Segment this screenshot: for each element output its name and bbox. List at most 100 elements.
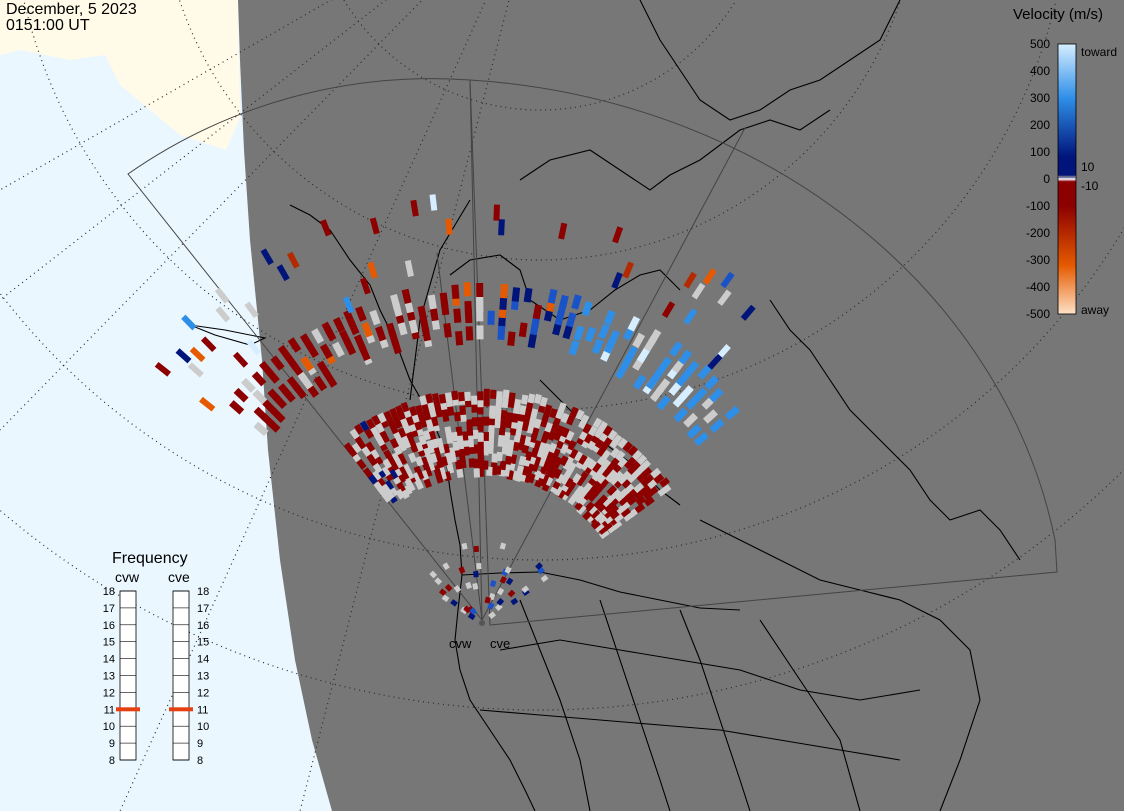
echo-cell [320, 219, 332, 237]
echo-cell [430, 416, 439, 427]
echo-cell [707, 353, 723, 370]
echo-cell [244, 301, 259, 319]
echo-cell [566, 439, 577, 451]
echo-cell [634, 503, 646, 514]
coastline [769, 299, 1021, 561]
echo-cell [627, 315, 641, 332]
echo-cell [597, 494, 608, 506]
echo-cell [482, 431, 489, 442]
echo-cell [571, 473, 582, 484]
echo-cell [584, 501, 595, 513]
echo-cell [540, 473, 550, 485]
echo-cell [635, 495, 647, 506]
echo-cell [332, 316, 346, 333]
echo-cell [369, 217, 380, 235]
longitude-line [0, 0, 387, 301]
echo-cell [286, 251, 300, 269]
echo-cell [476, 562, 482, 570]
echo-cell [567, 461, 577, 473]
echo-cell [324, 372, 338, 388]
echo-cell [562, 323, 574, 340]
echo-cell [455, 426, 463, 437]
echo-cell [425, 393, 434, 404]
cve-fov-outline [469, 79, 1058, 626]
echo-cell [459, 405, 467, 416]
echo-cell [653, 473, 665, 484]
echo-cell [390, 294, 401, 310]
echo-cell [560, 427, 570, 438]
echo-cell [353, 334, 366, 350]
frequency-tick-label: 13 [197, 671, 209, 683]
echo-cell [609, 457, 620, 469]
echo-cell [511, 413, 519, 423]
echo-cell [233, 387, 249, 403]
velocity-tick-label: -200 [1026, 226, 1050, 240]
echo-cell [526, 423, 535, 434]
echo-cell [447, 406, 455, 416]
echo-cell [476, 325, 484, 340]
echo-cell [596, 513, 608, 525]
echo-cell [471, 403, 478, 413]
echo-cell [593, 522, 605, 533]
echo-cell [473, 570, 479, 578]
echo-cell [400, 401, 410, 413]
echo-cell [311, 328, 325, 344]
echo-cell [612, 470, 624, 482]
radar-site-label-cve: cve [490, 636, 510, 651]
echo-cell [622, 261, 635, 279]
echo-cell [384, 479, 395, 491]
echo-cell [287, 337, 302, 353]
echo-cell [458, 391, 465, 402]
echo-cell [351, 442, 362, 454]
echo-cell [510, 597, 519, 606]
echo-cell [477, 417, 484, 427]
echo-cell [643, 496, 655, 507]
echo-cell [466, 426, 474, 436]
echo-cell [439, 292, 449, 308]
echo-cell [369, 448, 380, 460]
frequency-tick-label: 16 [103, 620, 115, 632]
echo-cell [419, 395, 428, 406]
echo-cell [321, 321, 335, 338]
echo-cell [640, 459, 652, 471]
echo-cell [612, 226, 624, 244]
echo-cell [395, 405, 404, 416]
echo-cell [540, 574, 549, 583]
time-label: 0151:00 UT [6, 17, 90, 34]
echo-cell [458, 566, 466, 574]
echo-cell [720, 271, 735, 289]
echo-cell [483, 397, 490, 407]
echo-cell [405, 415, 415, 427]
echo-cell [520, 394, 529, 405]
echo-cell [487, 602, 495, 610]
echo-cell [560, 412, 570, 424]
echo-cell [175, 348, 192, 364]
echo-cell [539, 464, 549, 475]
frequency-tick-label: 17 [103, 603, 115, 615]
echo-cell [483, 388, 490, 398]
echo-cell [507, 331, 516, 347]
echo-cell [673, 407, 689, 423]
longitude-line [119, 0, 487, 811]
echo-cell [582, 456, 593, 468]
echo-cell [559, 455, 569, 467]
echo-cell [647, 486, 659, 497]
land-region [238, 0, 1124, 811]
echo-cell [487, 310, 495, 325]
cvw-fov-outline [127, 78, 483, 622]
echo-cell [641, 467, 653, 478]
echo-cell [285, 355, 300, 371]
echo-cell [679, 385, 694, 401]
echo-cell [494, 418, 501, 429]
echo-cell [367, 261, 378, 279]
echo-cell [408, 318, 419, 334]
echo-cell [465, 326, 474, 341]
echo-cell [477, 405, 484, 415]
echo-cell [523, 287, 533, 303]
echo-cell [569, 406, 579, 418]
echo-cell [277, 383, 293, 399]
echo-cell [443, 322, 452, 338]
echo-cell [252, 389, 268, 405]
echo-cell [253, 421, 269, 437]
